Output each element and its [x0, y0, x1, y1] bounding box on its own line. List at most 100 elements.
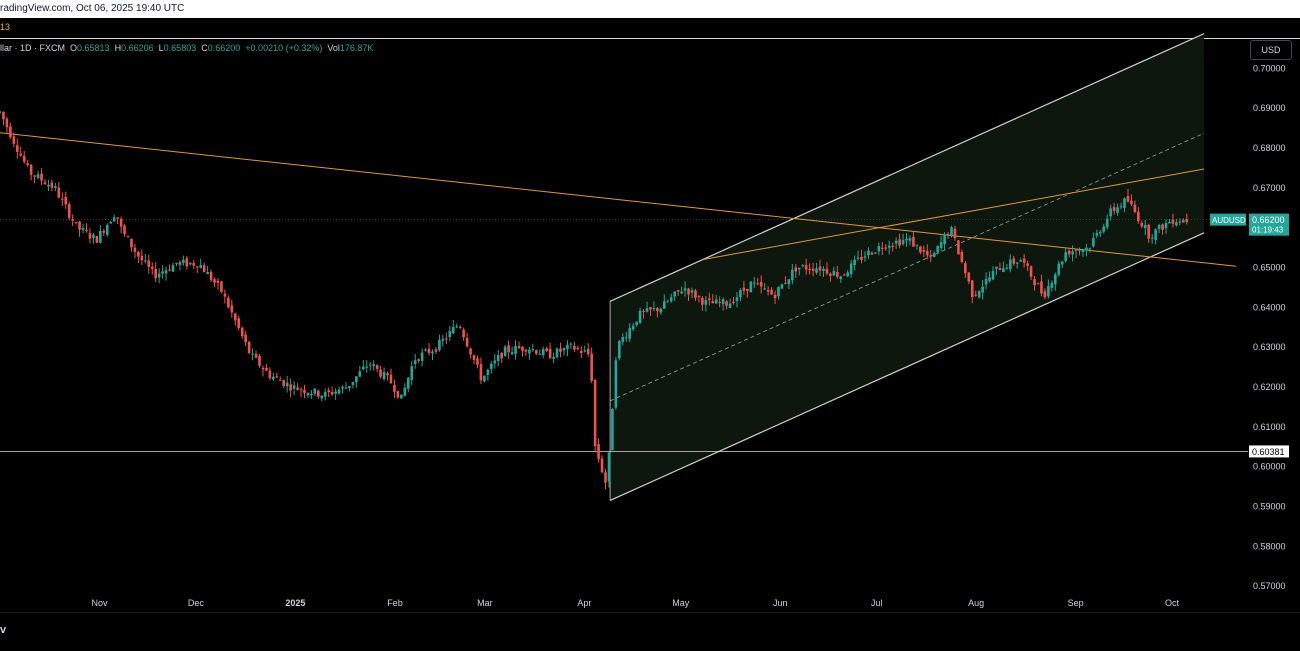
candle-body: [112, 217, 116, 222]
candle-body: [791, 269, 794, 281]
candle-body: [780, 284, 784, 289]
candle-body: [330, 392, 334, 395]
candle-body: [535, 350, 538, 354]
y-tick-label: 0.58000: [1253, 541, 1286, 551]
candle-body: [635, 321, 638, 326]
trendline-1: [0, 132, 1237, 267]
candle-body: [344, 387, 348, 389]
symbol-badge: [1210, 213, 1246, 226]
candle-body: [29, 164, 33, 175]
candle-body: [732, 301, 735, 304]
candle-body: [365, 366, 369, 368]
currency-button[interactable]: USD: [1250, 40, 1292, 60]
candle-body: [47, 184, 50, 187]
candle-body: [458, 326, 462, 328]
candle-body: [95, 236, 99, 243]
candle-body: [465, 337, 469, 347]
candle-body: [500, 352, 503, 359]
candle-body: [1185, 219, 1189, 222]
candle-body: [455, 326, 459, 328]
candle-body: [514, 346, 517, 355]
candle-body: [74, 221, 78, 223]
candle-body: [171, 265, 175, 272]
candle-body: [597, 444, 600, 460]
candle-body: [1116, 207, 1119, 213]
candle-body: [887, 245, 891, 248]
candle-body: [624, 337, 628, 339]
candle-body: [244, 334, 247, 343]
x-tick-label: 2025: [285, 598, 305, 608]
candle-body: [50, 182, 54, 188]
bottom-bar: [0, 612, 1300, 651]
candle-body: [649, 307, 652, 310]
candle-body: [621, 337, 625, 342]
candle-body: [351, 381, 355, 385]
candle-body: [586, 348, 590, 354]
candle-body: [708, 298, 711, 300]
high-value: 0.66206: [121, 43, 154, 53]
candle-body: [379, 369, 382, 377]
candle-body: [922, 250, 926, 252]
candle-body: [1130, 200, 1133, 205]
x-tick-label: Dec: [188, 598, 205, 608]
candle-body: [486, 369, 490, 376]
candle-body: [182, 259, 185, 264]
candle-body: [306, 393, 310, 396]
channel-upper-line: [609, 33, 1205, 302]
last-price-box: [1249, 213, 1289, 236]
candle-body: [43, 182, 47, 185]
candle-body: [562, 348, 566, 351]
candle-body: [1050, 283, 1054, 288]
candle-body: [161, 271, 164, 274]
candle-body: [853, 259, 856, 265]
candle-body: [199, 264, 202, 268]
y-tick-label: 0.67000: [1253, 183, 1286, 193]
candle-body: [697, 296, 701, 298]
candle-body: [528, 349, 531, 354]
candle-body: [2, 111, 5, 120]
candle-body: [794, 267, 798, 272]
candle-body: [1078, 250, 1081, 252]
candle-body: [303, 389, 306, 394]
candle-body: [102, 230, 106, 233]
x-tick-label: Sep: [1068, 598, 1084, 608]
candle-body: [1074, 249, 1078, 251]
candle-body: [1033, 279, 1036, 286]
candle-body: [714, 299, 718, 304]
candle-body: [1040, 281, 1043, 294]
candle-body: [285, 382, 289, 387]
candle-body: [1022, 258, 1026, 263]
candle-body: [420, 352, 424, 361]
ohlc-legend: llar · 1D · FXCM O0.65813 H0.66206 L0.65…: [0, 43, 373, 53]
candle-body: [1095, 233, 1099, 236]
candle-body: [227, 297, 230, 308]
candle-body: [413, 360, 417, 365]
candle-body: [355, 376, 358, 383]
candle-body: [341, 386, 344, 389]
candle-body: [140, 255, 144, 261]
candle-body: [663, 301, 666, 309]
candle-body: [1143, 225, 1147, 229]
channel-median-line: [609, 132, 1205, 402]
candle-body: [334, 391, 337, 394]
candle-body: [825, 268, 829, 274]
candle-body: [822, 268, 825, 271]
candle-body: [240, 327, 244, 337]
candle-body: [362, 366, 365, 370]
candle-body: [265, 367, 268, 371]
candle-body: [984, 278, 988, 285]
candle-body: [368, 364, 372, 366]
y-tick-label: 0.62000: [1253, 382, 1286, 392]
candle-body: [1019, 260, 1022, 262]
candle-body: [206, 272, 209, 274]
candle-body: [839, 276, 843, 280]
candle-body: [1064, 252, 1067, 261]
candle-body: [545, 348, 548, 351]
candle-body: [400, 394, 403, 399]
candle-body: [469, 348, 472, 355]
candle-body: [216, 280, 220, 283]
candle-body: [659, 308, 663, 313]
candle-body: [974, 294, 978, 296]
candle-body: [891, 245, 894, 247]
